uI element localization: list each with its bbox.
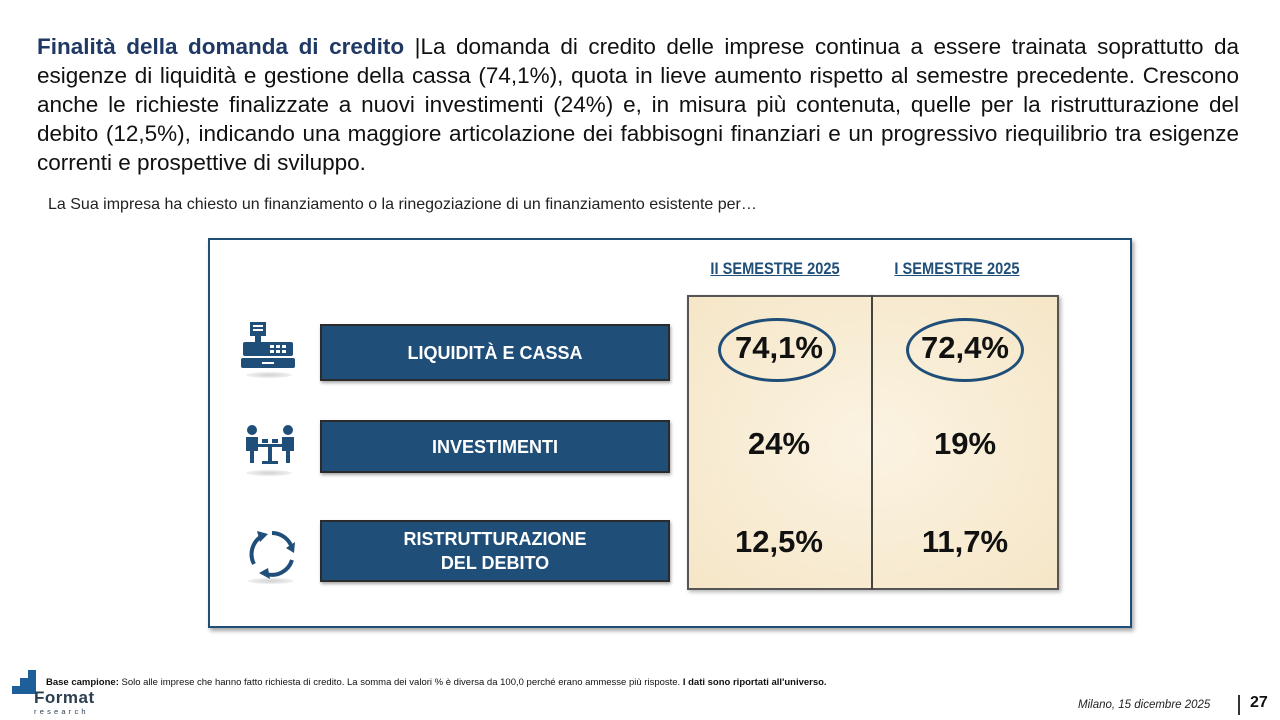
value-liquidity-h2-2025: 74,1%	[735, 330, 823, 365]
icon-shadow	[248, 578, 294, 584]
intro-paragraph: Finalità della domanda di credito |La do…	[37, 32, 1239, 177]
page-number: 27	[1250, 694, 1268, 711]
category-debt-restructuring: RISTRUTTURAZIONE DEL DEBITO	[320, 520, 670, 582]
category-investments: INVESTIMENTI	[320, 420, 670, 473]
value-investments-h2-2025: 24%	[747, 426, 811, 461]
category-label-line2: DEL DEBITO	[440, 553, 550, 573]
base-note: Base campione: Solo alle imprese che han…	[46, 677, 827, 688]
survey-question: La Sua impresa ha chiesto un finanziamen…	[48, 196, 757, 213]
value-debt-h2-2025: 12,5%	[735, 524, 823, 559]
highlight-ring	[906, 318, 1024, 382]
format-research-logo	[10, 668, 120, 718]
title-separator: |	[404, 34, 421, 59]
column-header-h1-2025: I SEMESTRE 2025	[894, 259, 1020, 278]
base-note-text: Solo alle imprese che hanno fatto richie…	[118, 677, 681, 688]
date-location: Milano, 15 dicembre 2025	[1078, 699, 1211, 711]
category-label: LIQUIDITÀ E CASSA	[407, 342, 583, 363]
icon-shadow	[246, 470, 292, 476]
category-liquidity: LIQUIDITÀ E CASSA	[320, 324, 670, 381]
category-label: INVESTIMENTI	[431, 436, 558, 457]
category-label-line1: RISTRUTTURAZIONE	[403, 529, 587, 549]
value-debt-h1-2025: 11,7%	[921, 524, 1009, 559]
intro-text: La domanda di credito delle imprese cont…	[37, 34, 1239, 175]
value-investments-h1-2025: 19%	[933, 426, 997, 461]
base-note-emphasis: I dati sono riportati all'universo.	[680, 677, 827, 688]
cash-register-icon	[240, 320, 296, 377]
base-note-label: Base campione:	[46, 677, 119, 688]
logo-subtitle: research	[34, 707, 89, 716]
column-header-h2-2025: II SEMESTRE 2025	[710, 259, 840, 278]
slide-title: Finalità della domanda di credito	[37, 34, 405, 59]
highlight-ring	[718, 318, 836, 382]
meeting-icon	[242, 424, 298, 471]
logo-wordmark: Format	[34, 688, 95, 707]
column-divider	[871, 295, 873, 590]
value-liquidity-h1-2025: 72,4%	[921, 330, 1009, 365]
page-separator	[1238, 695, 1240, 715]
refresh-cycle-icon	[246, 528, 298, 585]
icon-shadow	[246, 372, 292, 378]
